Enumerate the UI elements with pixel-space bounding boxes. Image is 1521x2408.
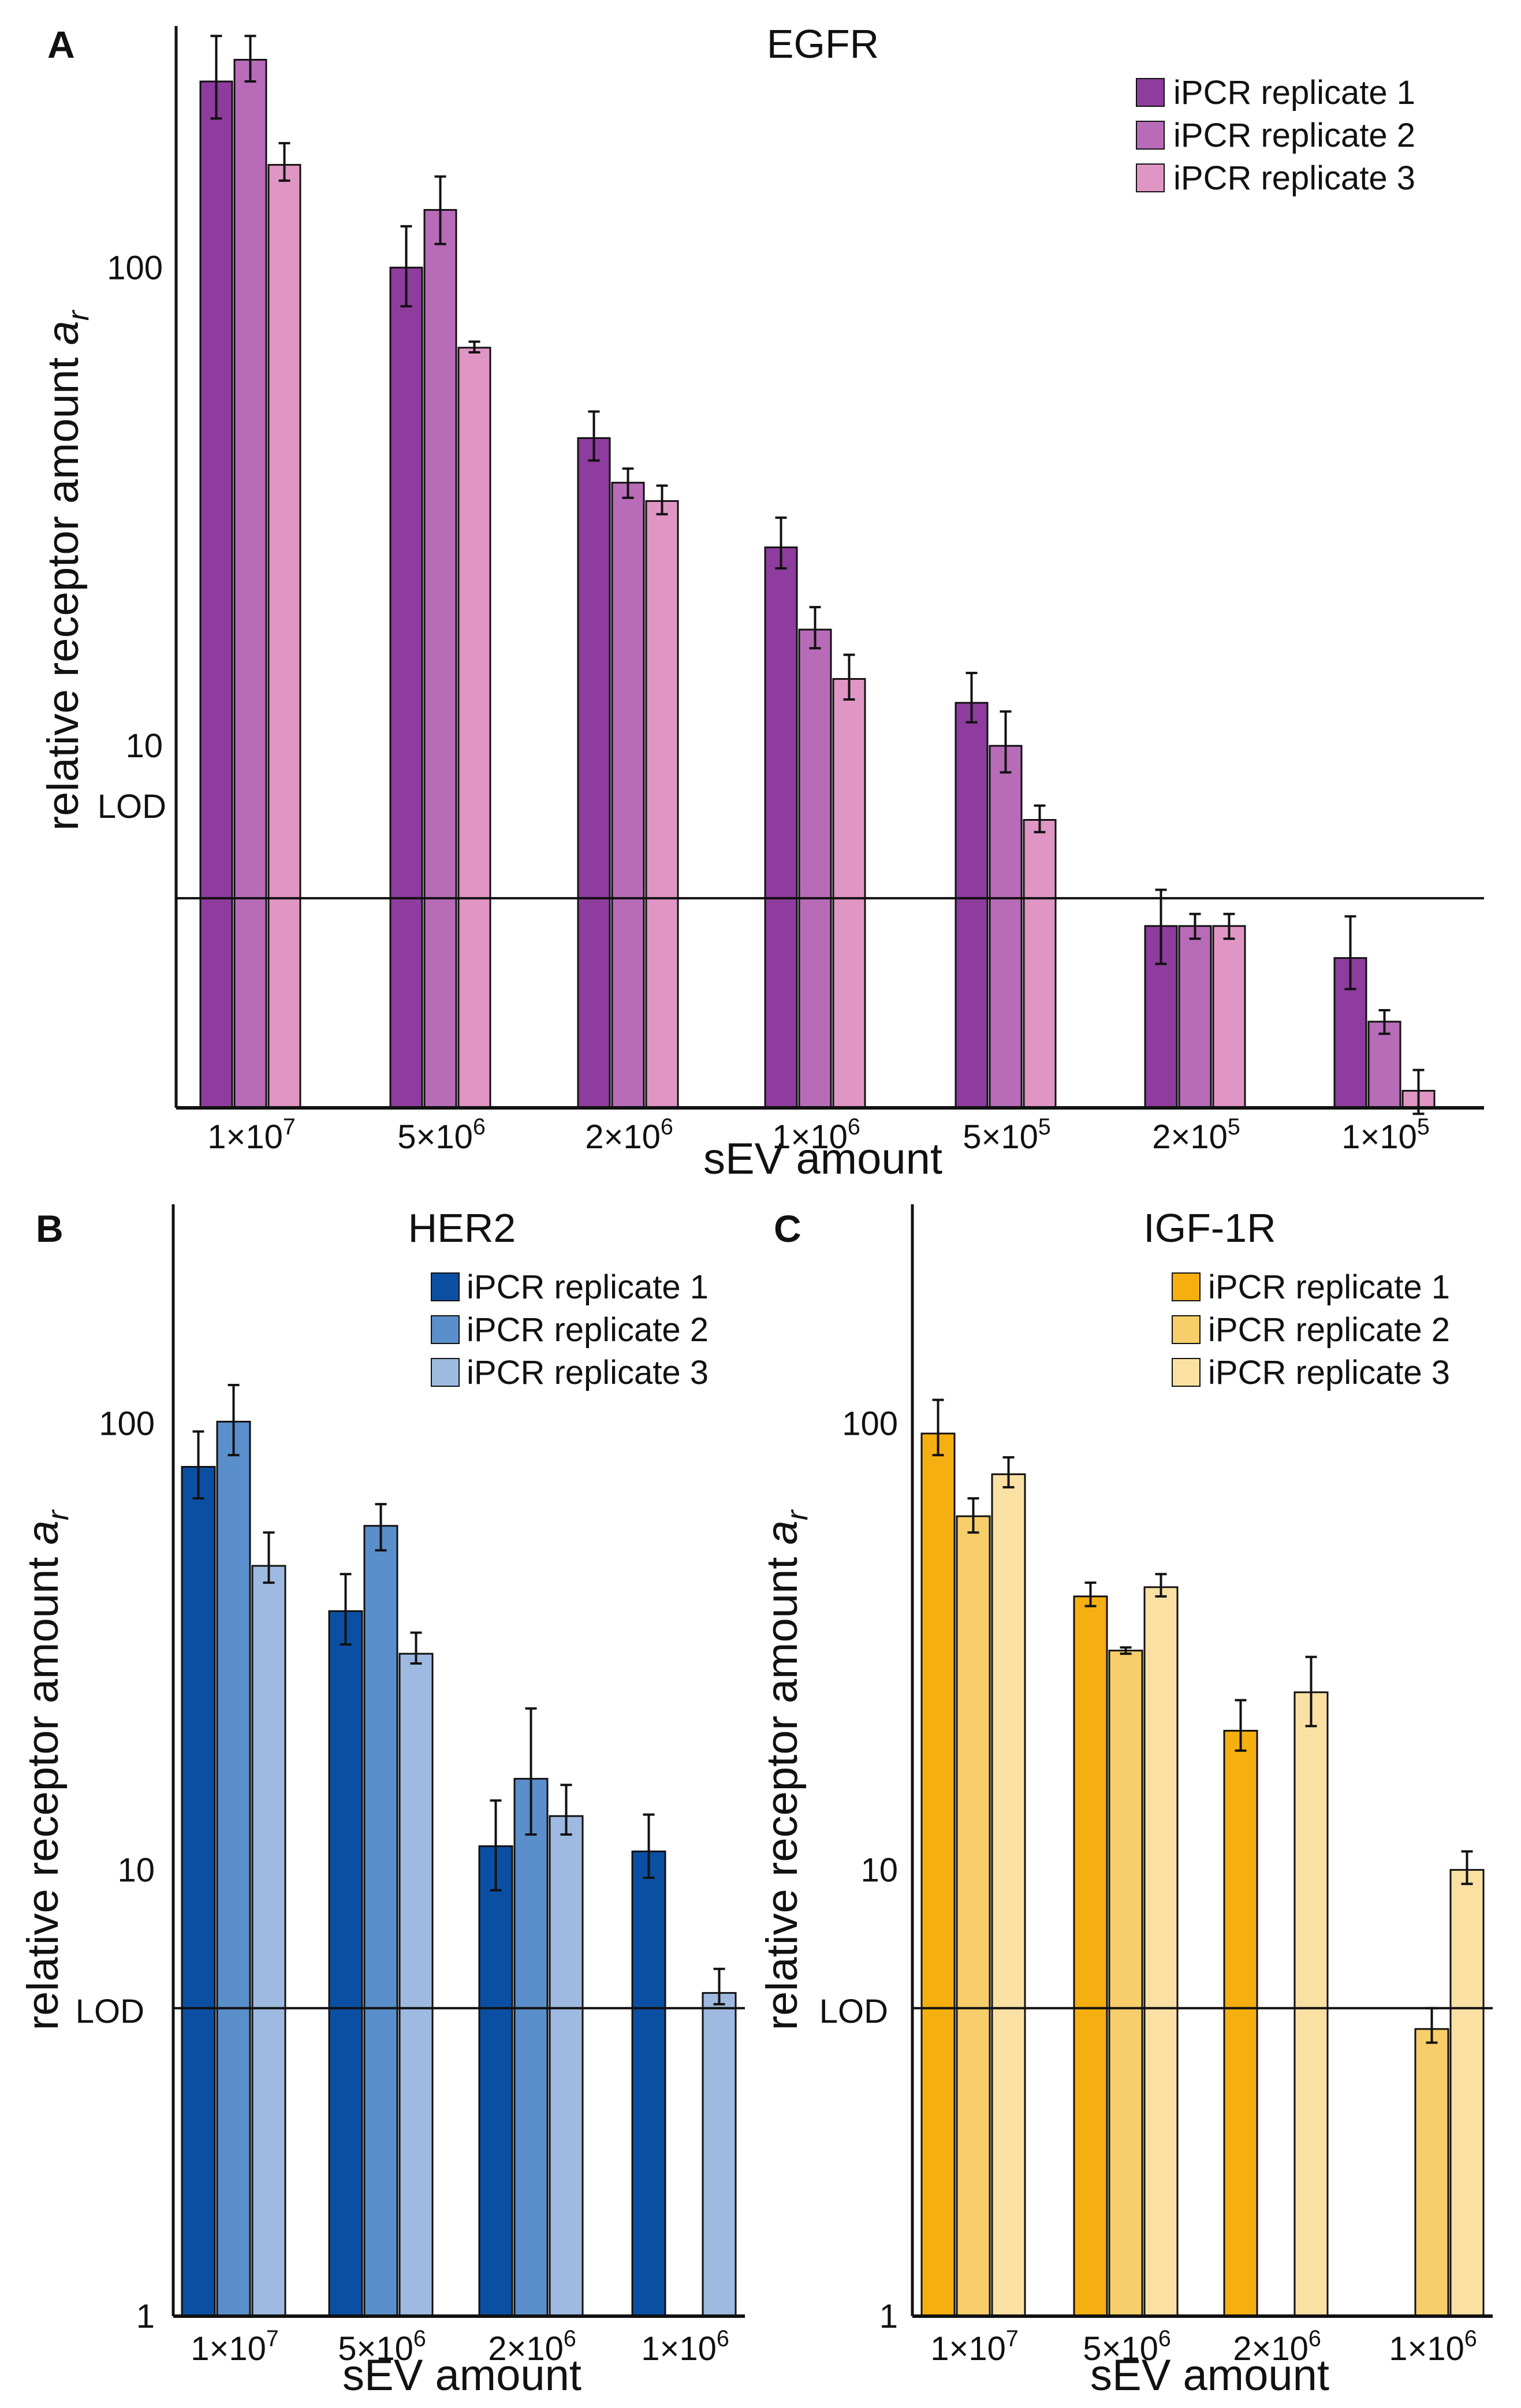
panel-a-bar-s2-c3 — [611, 482, 645, 1109]
panel-c-x-tick-label: 5×106 — [1083, 2326, 1171, 2368]
panel-b-legend-label-2: iPCR replicate 2 — [467, 1311, 709, 1349]
panel-a-bar-s1-c3 — [577, 437, 611, 1109]
panel-c-y-axis-label: relative receptor amount ar — [758, 1509, 814, 2030]
panel-a-x-tick-label: 5×105 — [963, 1114, 1051, 1156]
panel-a-legend-label-1: iPCR replicate 1 — [1173, 74, 1415, 111]
panel-c-x-axis-label: sEV amount — [1090, 2351, 1329, 2400]
panel-a-x-axis-label: sEV amount — [703, 1134, 942, 1183]
panel-a-bar-s3-c6 — [1212, 925, 1246, 1109]
panel-b-y-tick-label: 1 — [136, 2298, 155, 2335]
panel-b-legend-swatch-3 — [431, 1358, 460, 1387]
panel-a-x-tick-label: 2×105 — [1152, 1114, 1240, 1156]
panel-c-x-tick-label: 1×107 — [930, 2326, 1019, 2368]
panel-a-legend-label-3: iPCR replicate 3 — [1173, 159, 1415, 197]
panel-b-bar-s3-c3 — [549, 1815, 584, 2317]
panel-c-bar-s3-c4 — [1449, 1869, 1485, 2317]
panel-c-legend-swatch-2 — [1172, 1315, 1201, 1344]
panel-c-x-tick-label: 2×106 — [1233, 2326, 1321, 2368]
panel-b-bar-s3-c4 — [702, 1992, 737, 2317]
panel-a-bar-s3-c2 — [457, 347, 491, 1109]
panel-a-y-tick-label: 10 — [125, 727, 163, 765]
panel-a-x-tick-label: 5×106 — [397, 1114, 486, 1156]
panel-c-bar-s2-c2 — [1108, 1650, 1143, 2317]
panel-a-bar-s3-c4 — [832, 678, 866, 1109]
panel-c-bar-s3-c1 — [991, 1473, 1026, 2317]
panel-c-legend-label-2: iPCR replicate 2 — [1208, 1311, 1450, 1349]
panel-a-bar-s2-c4 — [798, 628, 832, 1109]
panel-b-bar-s1-c3 — [478, 1845, 513, 2317]
panel-a-lod-label: LOD — [98, 788, 166, 825]
panel-b-bar-s3-c2 — [398, 1653, 434, 2317]
panel-b-bar-s1-c4 — [631, 1850, 666, 2317]
panel-a-title: EGFR — [767, 21, 879, 66]
panel-c-title: IGF-1R — [1143, 1205, 1276, 1250]
panel-c-lod-label: LOD — [819, 1993, 888, 2030]
panel-b-bar-s3-c1 — [251, 1565, 286, 2317]
panel-c-legend-swatch-1 — [1172, 1272, 1201, 1301]
panel-c-y-tick-label: 100 — [842, 1405, 898, 1443]
panel-a-y-axis-label: relative receptor amount ar — [39, 309, 95, 831]
panel-a-bar-s3-c1 — [267, 163, 301, 1109]
panel-a-x-tick-label: 2×106 — [585, 1114, 673, 1156]
panel-b-title: HER2 — [408, 1205, 516, 1250]
panel-a-egfr-chart: A EGFR relative receptor amount ar sEV a… — [39, 21, 1484, 1183]
panel-b-y-tick-label: 100 — [99, 1405, 155, 1443]
panel-c-legend-label-1: iPCR replicate 1 — [1208, 1268, 1450, 1306]
panel-b-x-axis-label: sEV amount — [342, 2351, 581, 2400]
panel-a-bar-s1-c1 — [199, 80, 233, 1109]
panel-a-legend-swatch-2 — [1136, 121, 1165, 150]
panel-b-letter: B — [36, 1207, 64, 1250]
panel-b-bar-s1-c1 — [181, 1466, 216, 2317]
panel-c-bar-s3-c3 — [1293, 1691, 1329, 2317]
panel-c-bar-s1-c2 — [1073, 1595, 1108, 2317]
panel-a-bar-s2-c6 — [1178, 925, 1212, 1109]
panel-a-x-tick-label: 1×107 — [207, 1114, 296, 1156]
panel-a-bar-s1-c2 — [389, 266, 423, 1109]
panel-c-legend-swatch-3 — [1172, 1358, 1201, 1387]
panel-a-bar-s1-c4 — [764, 546, 798, 1109]
panel-b-x-tick-label: 1×106 — [641, 2326, 729, 2368]
panel-a-bar-s2-c5 — [989, 745, 1023, 1109]
panel-c-bar-s1-c1 — [920, 1432, 956, 2317]
panel-a-bar-s2-c1 — [233, 58, 267, 1109]
panel-a-bar-s1-c5 — [955, 702, 989, 1109]
panel-b-legend-swatch-2 — [431, 1315, 460, 1344]
panel-a-x-tick-label: 1×106 — [772, 1114, 860, 1156]
panel-c-bar-s3-c2 — [1143, 1586, 1179, 2317]
panel-a-bar-s2-c2 — [423, 209, 457, 1109]
panel-b-legend-swatch-1 — [431, 1272, 460, 1301]
panel-b-legend-label-3: iPCR replicate 3 — [467, 1354, 709, 1391]
panel-a-x-tick-label: 1×105 — [1341, 1114, 1430, 1156]
panel-c-bar-s2-c1 — [956, 1515, 991, 2317]
panel-c-x-tick-label: 1×106 — [1389, 2326, 1477, 2368]
panel-a-bar-s3-c5 — [1023, 819, 1057, 1109]
panel-c-letter: C — [774, 1207, 801, 1250]
panel-c-igf1r-chart: C IGF-1R relative receptor amount ar sEV… — [758, 1204, 1493, 2400]
panel-b-bar-s2-c1 — [216, 1420, 251, 2317]
panel-b-x-tick-label: 1×107 — [191, 2326, 279, 2368]
panel-b-bar-s2-c3 — [513, 1778, 549, 2317]
panel-a-legend-swatch-3 — [1136, 163, 1165, 192]
panel-c-bar-s2-c4 — [1414, 2028, 1449, 2317]
panel-a-legend-swatch-1 — [1136, 78, 1165, 107]
panel-b-bar-s1-c2 — [328, 1610, 363, 2317]
panel-c-y-tick-label: 1 — [879, 2298, 898, 2335]
panel-a-bar-s2-c7 — [1367, 1021, 1401, 1109]
panel-a-legend-label-2: iPCR replicate 2 — [1173, 117, 1415, 154]
panel-b-y-axis-label: relative receptor amount ar — [18, 1509, 75, 2030]
panel-a-letter: A — [47, 23, 75, 66]
panel-b-x-tick-label: 5×106 — [338, 2326, 426, 2368]
panel-c-y-tick-label: 10 — [860, 1851, 898, 1889]
panel-c-legend-label-3: iPCR replicate 3 — [1208, 1354, 1450, 1391]
panel-a-bar-s3-c3 — [645, 500, 679, 1109]
panel-b-y-tick-label: 10 — [117, 1851, 155, 1889]
panel-a-y-tick-label: 100 — [107, 249, 163, 286]
panel-b-x-tick-label: 2×106 — [488, 2326, 576, 2368]
panel-b-legend-label-1: iPCR replicate 1 — [467, 1268, 709, 1306]
panel-b-bar-s2-c2 — [363, 1525, 398, 2317]
panel-c-bar-s1-c3 — [1223, 1729, 1258, 2317]
panel-b-her2-chart: B HER2 relative receptor amount ar sEV a… — [18, 1204, 745, 2400]
panel-b-lod-label: LOD — [76, 1993, 144, 2030]
